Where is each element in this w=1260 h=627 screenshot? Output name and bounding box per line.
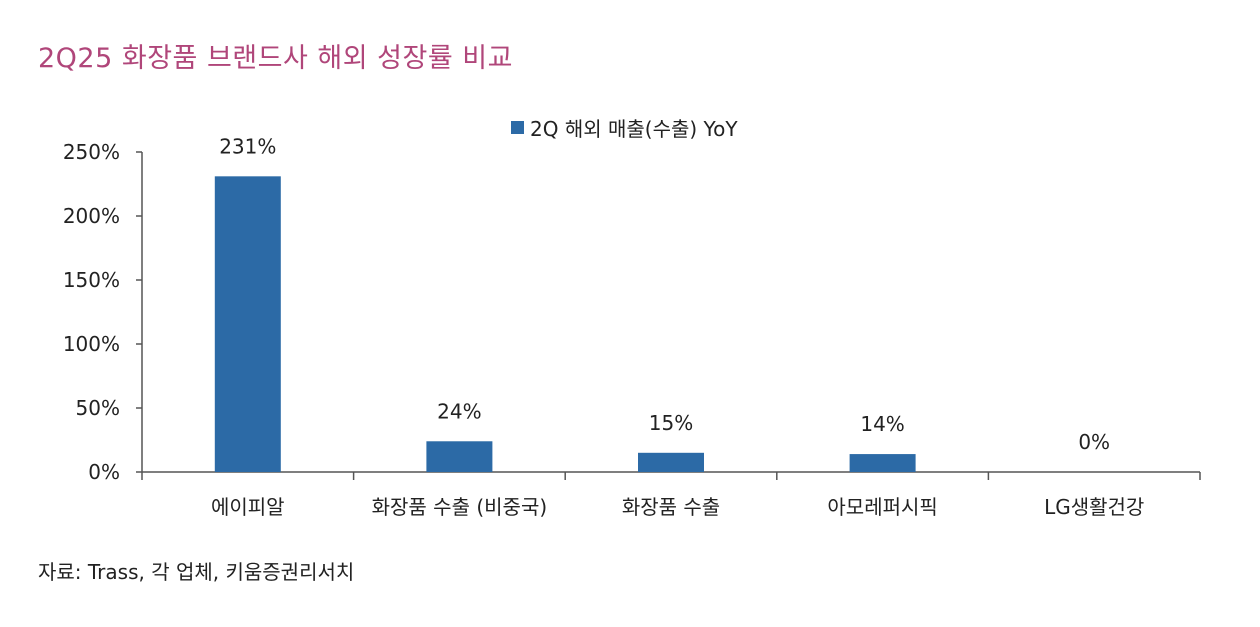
chart-title: 2Q25 화장품 브랜드사 해외 성장률 비교: [38, 43, 513, 74]
data-label: 231%: [219, 134, 276, 158]
legend: 2Q 해외 매출(수출) YoY: [511, 117, 738, 141]
source-note: 자료: Trass, 각 업체, 키움증권리서치: [38, 560, 355, 584]
x-tick-label: 화장품 수출: [622, 495, 720, 519]
bar: [426, 441, 493, 472]
x-axis: 에이피알 화장품 수출 (비중국) 화장품 수출 아모레퍼시픽 LG생활건강: [141, 471, 1201, 519]
legend-label: 2Q 해외 매출(수출) YoY: [530, 117, 738, 141]
y-tick-label: 50%: [76, 396, 120, 420]
x-tick-label: 아모레퍼시픽: [827, 495, 937, 519]
y-tick-label: 100%: [63, 332, 120, 356]
data-label: 14%: [860, 412, 904, 436]
bar: [849, 454, 916, 472]
legend-swatch: [511, 121, 524, 134]
x-tick-label: 화장품 수출 (비중국): [372, 495, 548, 519]
data-label: 15%: [649, 411, 693, 435]
y-tick-label: 200%: [63, 204, 120, 228]
bar: [214, 176, 281, 472]
data-label: 0%: [1078, 430, 1110, 454]
y-axis: 0% 50% 100% 150% 200% 250%: [63, 140, 143, 484]
bar: [638, 452, 704, 472]
x-tick-label: LG생활건강: [1044, 495, 1144, 519]
y-tick-label: 0%: [88, 460, 120, 484]
bars: 231% 24% 15% 14% 0%: [214, 134, 1110, 472]
data-label: 24%: [437, 399, 481, 423]
x-tick-label: 에이피알: [211, 495, 285, 519]
y-tick-label: 150%: [63, 268, 120, 292]
y-tick-label: 250%: [63, 140, 120, 164]
